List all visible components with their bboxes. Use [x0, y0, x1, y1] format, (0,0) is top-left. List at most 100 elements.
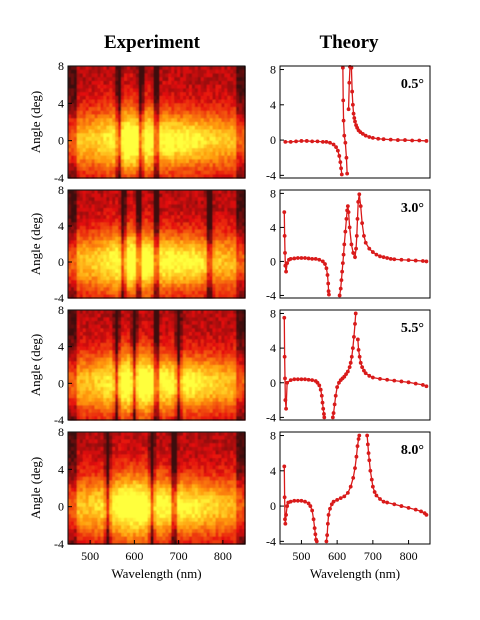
theory-point [385, 500, 390, 505]
theory-point [321, 406, 326, 411]
theory-point [345, 490, 350, 495]
theory-point [299, 256, 304, 260]
theory-point [325, 273, 330, 277]
theory-point [319, 393, 324, 398]
theory-point [370, 250, 375, 254]
theory-point [310, 378, 315, 383]
theory-point [310, 139, 315, 144]
theory-point [392, 257, 397, 262]
theory-point [283, 521, 288, 526]
theory-point [341, 252, 346, 257]
theory-point [413, 381, 418, 386]
experiment-map-0 [68, 66, 246, 179]
theory-point [349, 65, 354, 70]
theory-point [283, 517, 287, 522]
experiment-ylabel-3: Angle (deg) [28, 457, 43, 519]
theory-point [341, 118, 346, 123]
theory-point [324, 539, 329, 544]
experiment-header: Experiment [104, 32, 201, 53]
theory-point [325, 521, 330, 526]
theory-point [341, 98, 346, 103]
theory-point [348, 360, 353, 365]
experiment-frame-3 [67, 431, 246, 545]
experiment-map-1 [68, 190, 246, 299]
theory-plot-1 [282, 192, 429, 298]
theory-point [370, 484, 375, 489]
theory-ytick-label: 0 [270, 254, 276, 268]
theory-point [346, 210, 351, 215]
theory-ytick-label: 4 [270, 220, 276, 234]
theory-ytick-label: -4 [266, 168, 276, 182]
theory-point [343, 140, 348, 145]
theory-point [406, 258, 411, 263]
experiment-ytick-label: 4 [58, 462, 64, 476]
theory-ytick-label: 0 [270, 133, 276, 147]
theory-point [366, 451, 371, 456]
theory-point [388, 256, 393, 261]
theory-point [288, 499, 293, 504]
theory-point [424, 513, 429, 517]
theory-point [282, 495, 287, 500]
theory-header: Theory [319, 32, 379, 53]
experiment-ytick-label: -4 [54, 171, 64, 185]
theory-point [352, 116, 357, 120]
theory-point [365, 442, 370, 447]
theory-point [378, 497, 382, 501]
theory-point [357, 192, 362, 197]
theory-point [284, 269, 288, 274]
theory-ytick-label: 0 [270, 376, 276, 390]
experiment-ytick-label: -4 [54, 413, 64, 427]
experiment-ytick-label: 8 [58, 59, 64, 73]
theory-point [335, 148, 340, 153]
experiment-ytick-label: -4 [54, 537, 64, 551]
theory-point [295, 498, 300, 503]
theory-point [378, 254, 382, 259]
theory-point [330, 415, 335, 420]
theory-point [299, 139, 304, 143]
theory-point [310, 508, 315, 513]
theory-point [358, 360, 363, 365]
theory-point [345, 204, 350, 209]
theory-point [282, 234, 287, 238]
theory-point [283, 376, 287, 381]
experiment-map-3 [68, 432, 246, 545]
theory-point [367, 135, 372, 139]
theory-point [322, 412, 326, 416]
theory-point [283, 139, 288, 144]
theory-point [420, 259, 425, 263]
theory-point [399, 504, 404, 508]
theory-point [314, 539, 319, 544]
angle-label-1: 3.0° [401, 201, 424, 216]
theory-point [349, 354, 354, 359]
theory-point [356, 347, 361, 352]
experiment-frame-0 [67, 65, 246, 179]
theory-point [420, 383, 425, 387]
experiment-xtick-label: 500 [81, 549, 99, 563]
theory-point [354, 454, 359, 459]
theory-point [362, 234, 366, 238]
theory-point [413, 507, 418, 512]
experiment-ylabel-0: Angle (deg) [28, 91, 43, 153]
theory-point [349, 242, 354, 247]
theory-point [320, 259, 325, 264]
theory-point [413, 258, 418, 263]
theory-point [326, 513, 331, 517]
theory-frame-3 [279, 431, 431, 545]
theory-point [381, 499, 386, 504]
theory-point [313, 532, 318, 537]
theory-point [347, 225, 352, 230]
theory-point [363, 371, 368, 376]
experiment-frame-2 [67, 309, 246, 421]
theory-point [368, 468, 373, 473]
theory-point [331, 499, 336, 504]
angle-label-3: 8.0° [401, 443, 424, 458]
theory-point [308, 504, 313, 508]
theory-point [324, 266, 329, 271]
theory-point [378, 376, 382, 381]
theory-xtick-label: 800 [400, 549, 418, 563]
theory-point [343, 229, 348, 234]
theory-point [345, 369, 350, 374]
theory-point [337, 154, 342, 158]
theory-point [367, 246, 372, 251]
